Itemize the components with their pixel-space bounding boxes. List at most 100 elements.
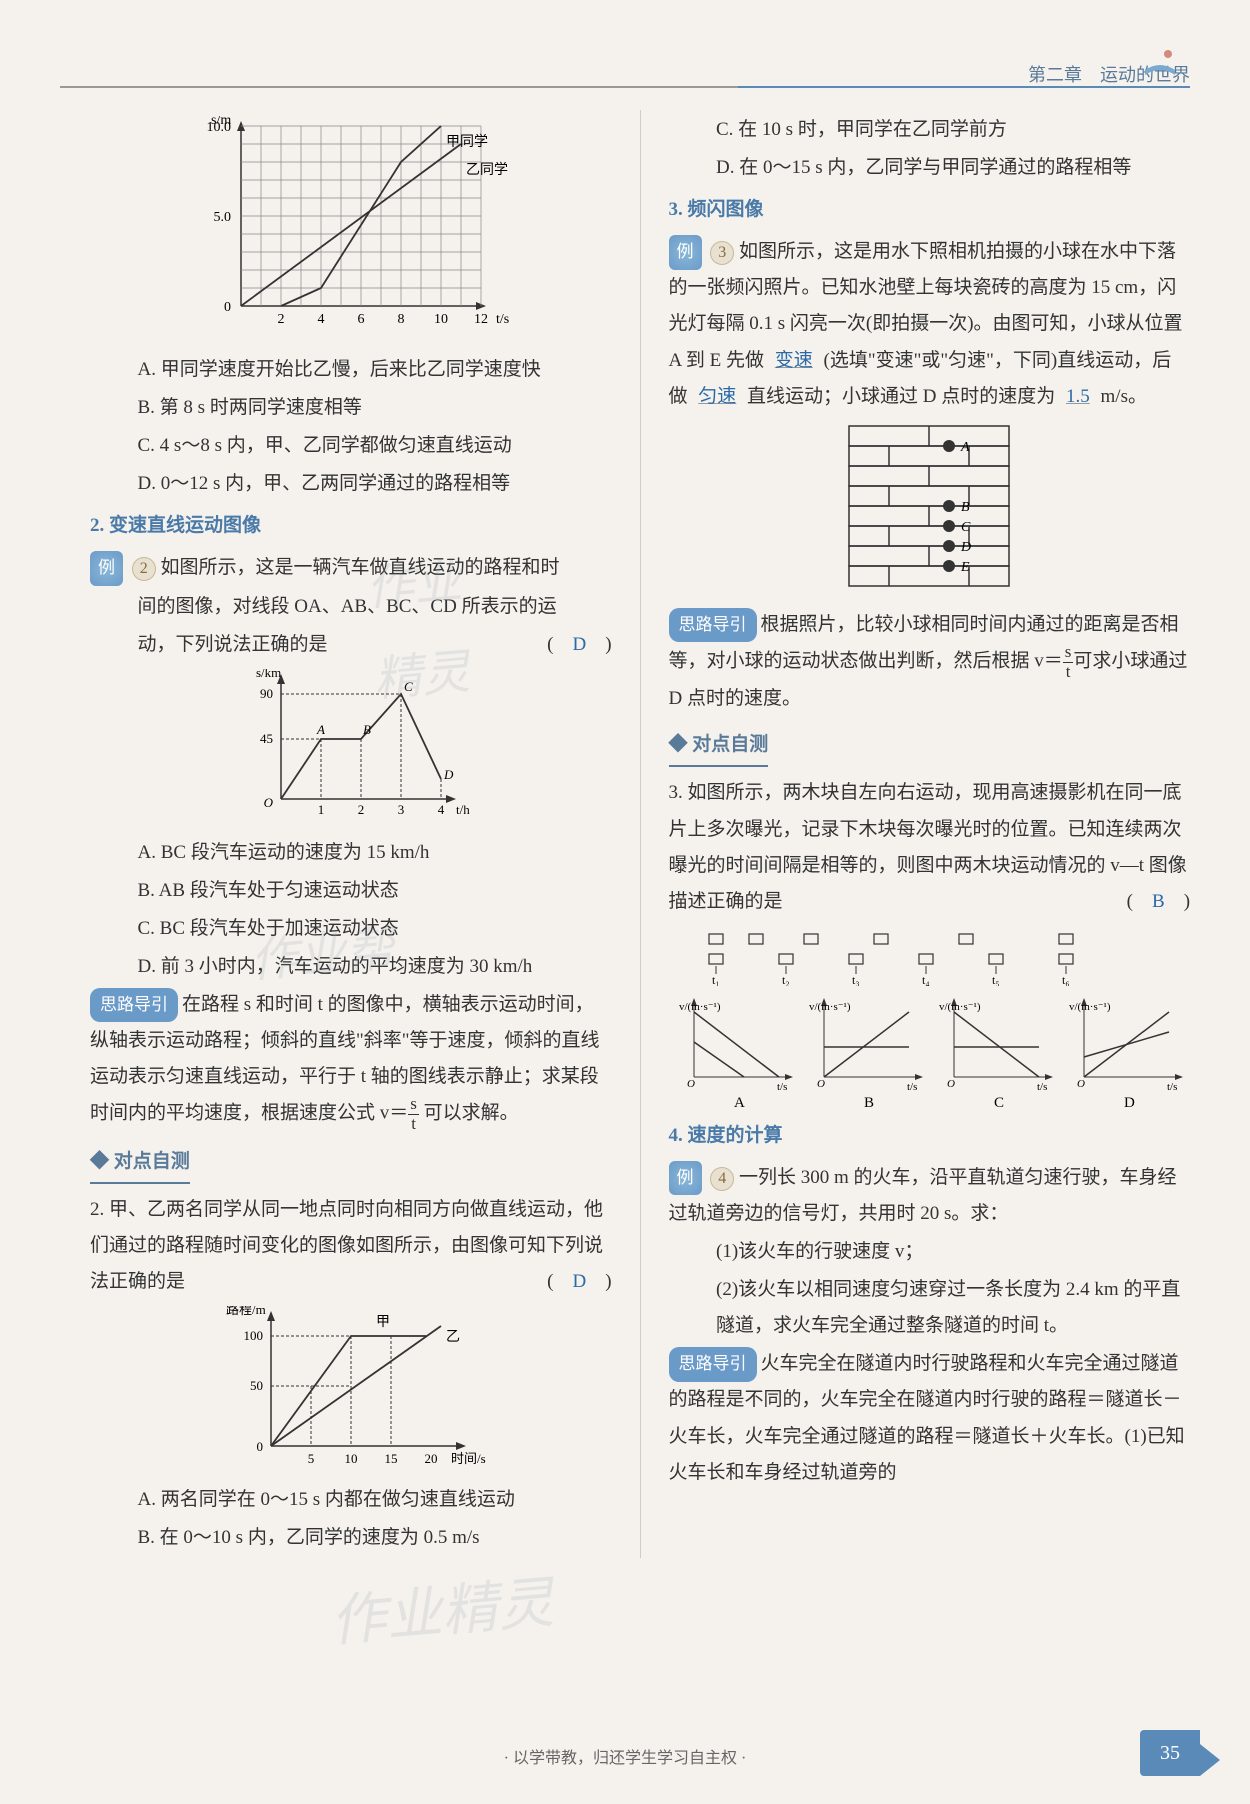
svg-text:12: 12 [474,312,488,327]
guide-badge: 思路导引 [90,988,178,1022]
svg-text:O: O [1077,1078,1085,1090]
svg-text:t₆: t₆ [1062,973,1070,986]
svg-text:t₅: t₅ [992,973,1000,986]
svg-text:C: C [994,1095,1004,1111]
ex4-q2: (2)该火车以相同速度匀速穿过一条长度为 2.4 km 的平直隧道，求火车完全通… [669,1272,1191,1344]
q1-opt-d: D. 0～12 s 内，甲、乙两同学通过的路程相等 [90,466,612,502]
svg-text:O: O [687,1078,695,1090]
svg-text:t₃: t₃ [852,973,860,986]
svg-text:s/m: s/m [211,116,231,128]
svg-text:A: A [960,440,970,455]
svg-text:t₁: t₁ [712,973,720,986]
svg-text:t/h: t/h [456,802,470,817]
guide-2: 思路导引根据照片，比较小球相同时间内通过的距离是否相等，对小球的运动状态做出判断… [669,607,1191,718]
main-content: 0 2 4 6 8 10 12 t/s 5.0 10.0 s/m 甲同学 乙同学… [90,110,1190,1558]
svg-text:时间/s: 时间/s [451,1451,486,1466]
column-divider [640,110,641,1558]
figure-falling-ball: A B C D E [819,421,1039,601]
ex4-q1: (1)该火车的行驶速度 v； [669,1234,1191,1270]
section-4-title: 4. 速度的计算 [669,1118,1191,1154]
chart-row-vt: v/(m·s⁻¹) t/s O A v/(m·s⁻¹) t/s O B [669,992,1189,1112]
svg-text:t/s: t/s [1167,1081,1177,1093]
svg-text:B: B [363,722,371,737]
page-triangle [1200,1744,1220,1776]
example-badge-3: 例 [669,235,702,269]
chart-jia-yi-distance: 0 2 4 6 8 10 12 t/s 5.0 10.0 s/m 甲同学 乙同学 [191,116,511,346]
svg-text:45: 45 [260,731,273,746]
svg-text:10: 10 [434,312,448,327]
svg-text:A: A [316,722,325,737]
q2b-opt-d: D. 在 0～15 s 内，乙同学与甲同学通过的路程相等 [669,150,1191,186]
svg-text:O: O [817,1078,825,1090]
ex2-line3: 动，下列说法正确的是 ( D ) [90,627,612,663]
svg-text:t/s: t/s [1037,1081,1047,1093]
left-column: 0 2 4 6 8 10 12 t/s 5.0 10.0 s/m 甲同学 乙同学… [90,110,612,1558]
svg-text:路程/m: 路程/m [226,1306,266,1317]
q1-opt-c: C. 4 s～8 s 内，甲、乙同学都做匀速直线运动 [90,428,612,464]
chart-car-distance: O A B C D 1 2 3 4 t/h 45 90 s/km [231,669,471,829]
svg-text:2: 2 [358,802,365,817]
ex2-line2: 间的图像，对线段 OA、AB、BC、CD 所表示的运 [90,589,612,625]
svg-text:t/s: t/s [907,1081,917,1093]
svg-text:E: E [960,560,970,575]
svg-text:B: B [864,1095,874,1111]
svg-text:s/km: s/km [256,669,281,680]
example-badge: 例 [90,551,123,585]
svg-text:O: O [263,795,273,810]
svg-text:t₂: t₂ [782,973,790,986]
q2-opt-c: C. BC 段汽车处于加速运动状态 [90,911,612,947]
svg-text:A: A [734,1095,745,1111]
q1-opt-b: B. 第 8 s 时两同学速度相等 [90,390,612,426]
svg-text:D: D [443,767,454,782]
svg-text:0: 0 [256,1439,263,1454]
guide-1: 思路导引在路程 s 和时间 t 的图像中，横轴表示运动时间，纵轴表示运动路程；倾… [90,987,612,1134]
svg-text:B: B [961,500,970,515]
svg-text:v/(m·s⁻¹): v/(m·s⁻¹) [1069,1001,1111,1013]
ex3-answer-3: 1.5 [1060,386,1096,407]
svg-text:50: 50 [250,1378,263,1393]
example-2: 例 2 如图所示，这是一辆汽车做直线运动的路程和时 [90,550,612,586]
ex3-answer-2: 匀速 [692,386,742,407]
question-3: 3. 如图所示，两木块自左向右运动，现用高速摄影机在同一底片上多次曝光，记录下木… [669,775,1191,919]
svg-text:乙同学: 乙同学 [466,162,508,178]
svg-text:5.0: 5.0 [213,210,231,225]
svg-text:8: 8 [397,312,404,327]
page-number: 35 [1140,1730,1200,1776]
guide-badge-3: 思路导引 [669,1347,757,1381]
svg-text:C: C [961,520,971,535]
svg-text:D: D [960,540,971,555]
example-4: 例 4 一列长 300 m 的火车，沿平直轨道匀速行驶，车身经过轨道旁边的信号灯… [669,1160,1191,1232]
test-badge-2: 对点自测 [669,727,769,767]
svg-text:v/(m·s⁻¹): v/(m·s⁻¹) [809,1001,851,1013]
q2-opt-b: B. AB 段汽车处于匀速运动状态 [90,873,612,909]
question-2: 2. 甲、乙两名同学从同一地点同时向相同方向做直线运动，他们通过的路程随时间变化… [90,1192,612,1300]
book-icon [1140,40,1180,80]
footer-motto: · 以学带教，归还学生学习自主权 · [0,1744,1250,1774]
svg-text:甲同学: 甲同学 [446,134,488,150]
svg-text:t/s: t/s [496,312,509,327]
svg-text:v/(m·s⁻¹): v/(m·s⁻¹) [939,1001,981,1013]
example-3: 例 3 如图所示，这是用水下照相机拍摄的小球在水中下落的一张频闪照片。已知水池壁… [669,234,1191,414]
svg-text:D: D [1124,1095,1135,1111]
example-badge-4: 例 [669,1161,702,1195]
svg-text:6: 6 [357,312,364,327]
svg-text:乙: 乙 [446,1329,460,1345]
q1-opt-a: A. 甲同学速度开始比乙慢，后来比乙同学速度快 [90,352,612,388]
example-num-2: 2 [132,557,156,581]
svg-text:2: 2 [277,312,284,327]
section-2-title: 2. 变速直线运动图像 [90,508,612,544]
ex3-answer-1: 变速 [769,350,819,371]
guide-badge-2: 思路导引 [669,608,757,642]
svg-text:5: 5 [308,1451,315,1466]
svg-text:O: O [947,1078,955,1090]
svg-text:100: 100 [243,1328,263,1343]
q2b-opt-b: B. 在 0～10 s 内，乙同学的速度为 0.5 m/s [90,1520,612,1556]
svg-text:0: 0 [224,300,231,315]
q2b-opt-c: C. 在 10 s 时，甲同学在乙同学前方 [669,112,1191,148]
figure-blocks-exposure: t₁t₂ t₃t₄ t₅t₆ [679,926,1179,986]
svg-text:3: 3 [398,802,405,817]
svg-text:甲: 甲 [376,1315,390,1330]
header-rule [60,86,1190,88]
q2-opt-a: A. BC 段汽车运动的速度为 15 km/h [90,835,612,871]
svg-text:10: 10 [344,1451,357,1466]
